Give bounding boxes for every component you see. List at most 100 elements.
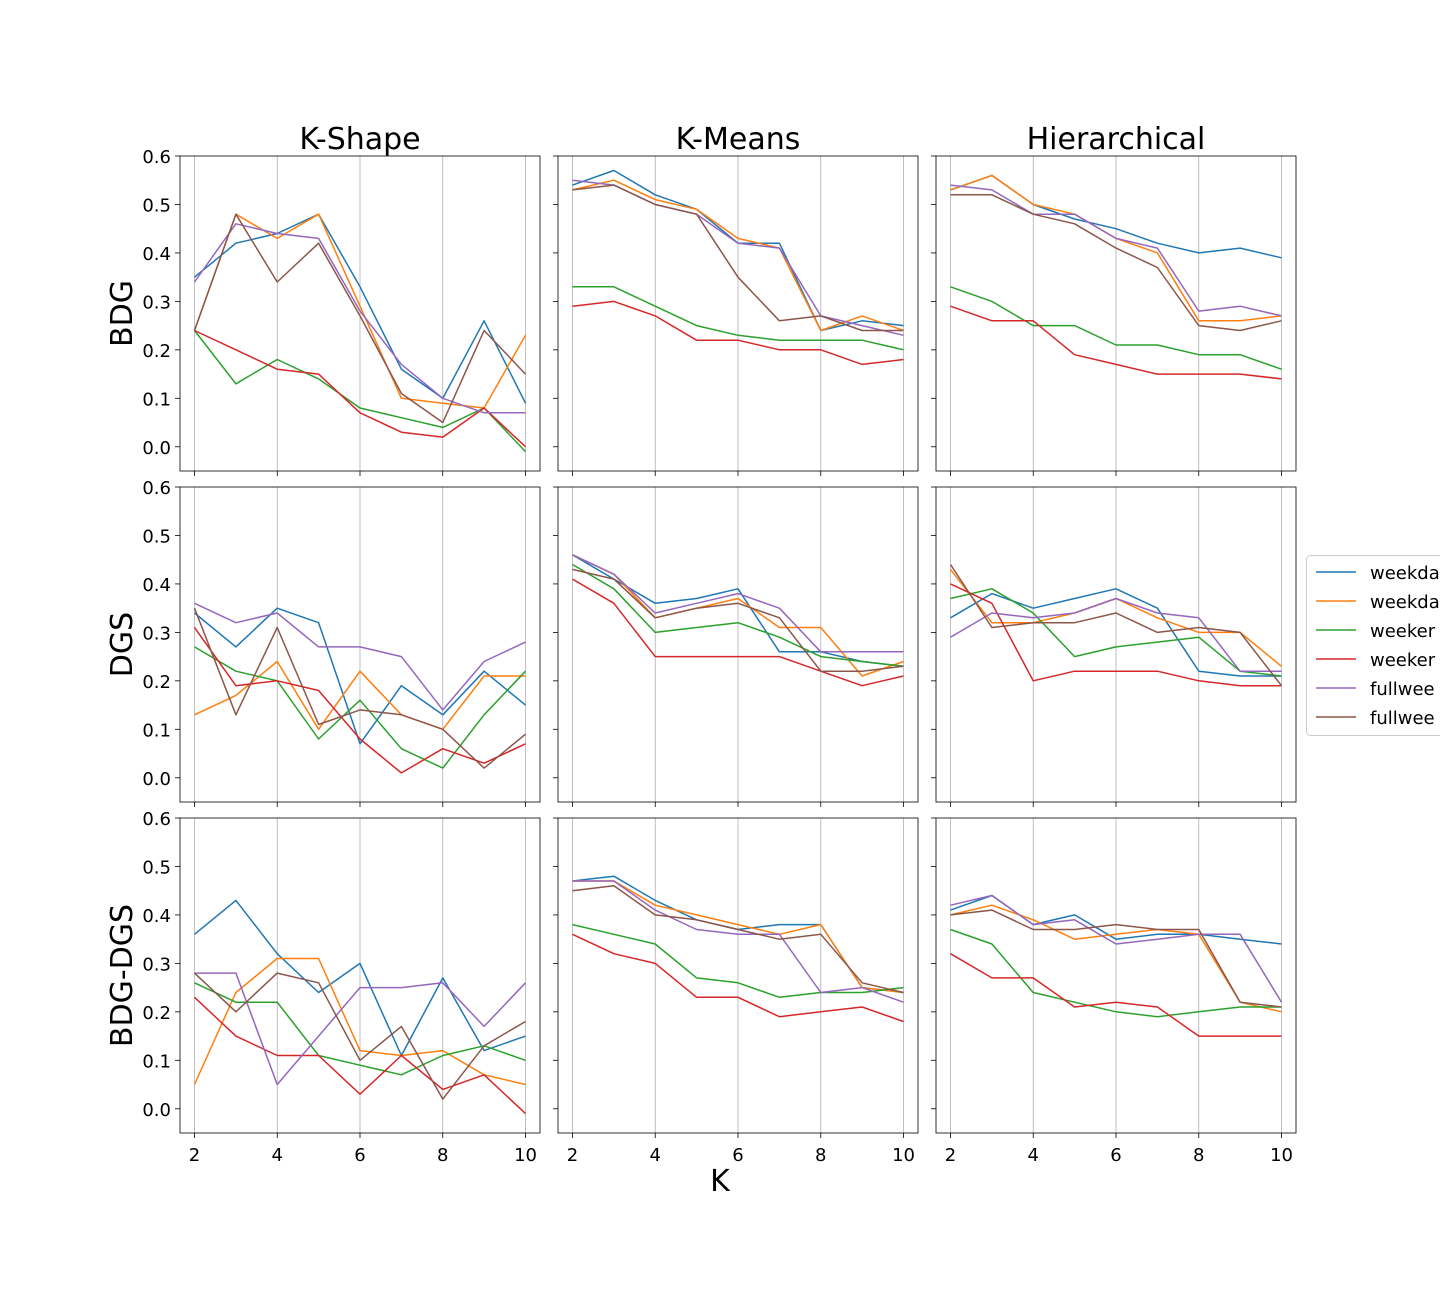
series-line-3 (194, 982, 526, 1076)
y-tick-label: 0.2 (142, 1003, 171, 1024)
subplot-1-2: K-Means (553, 122, 919, 476)
series-line-5 (194, 972, 527, 1086)
x-tick-label: 4 (272, 1145, 283, 1166)
legend-label-1: weekda (1370, 563, 1440, 584)
x-tick-label: 2 (945, 1145, 956, 1166)
series-line-2 (950, 904, 1282, 1013)
x-tick-label: 4 (650, 1145, 661, 1166)
subplot-1-1: 0.0 0.1 0.2 0.3 0.4 0.5 0.6 K-Shape BDG (105, 122, 541, 476)
y-axis-label: BDG (105, 280, 140, 347)
y-tick-label: 0.4 (142, 575, 171, 596)
x-tick-label: 10 (892, 1145, 915, 1166)
x-tick-label: 2 (189, 1145, 200, 1166)
series-line-3 (572, 286, 904, 351)
y-axis-label: DGS (105, 612, 140, 677)
series-line-3 (193, 330, 527, 453)
series-line-4 (572, 300, 904, 366)
series-line-6 (193, 213, 527, 424)
x-tick-label: 8 (815, 1145, 826, 1166)
legend-label-3: weeker (1370, 621, 1436, 642)
subplot-2-2 (553, 486, 919, 807)
series-line-3 (572, 923, 904, 999)
subplot-title: Hierarchical (1027, 122, 1206, 157)
series-line-6 (949, 564, 1283, 687)
legend-label-2: weekda (1370, 592, 1440, 613)
series-line-3 (950, 588, 1282, 677)
subplot-2-3 (931, 486, 1297, 807)
x-tick-label: 4 (1028, 1145, 1039, 1166)
series-line-1 (194, 607, 526, 745)
y-tick-label: 0.6 (142, 478, 171, 499)
series-line-1 (194, 213, 527, 404)
x-tick-label: 8 (437, 1145, 448, 1166)
series-line-5 (194, 602, 526, 711)
y-tick-label: 0.3 (142, 292, 171, 313)
x-tick-label: 6 (1110, 1145, 1121, 1166)
series-line-6 (572, 885, 904, 994)
figure-x-axis-label: K (710, 1164, 731, 1199)
series-line-5 (950, 894, 1283, 1003)
subplot-1-3: Hierarchical (931, 122, 1297, 476)
series-line-1 (194, 899, 526, 1057)
series-line-5 (193, 223, 526, 414)
y-tick-label: 0.3 (142, 623, 171, 644)
y-tick-label: 0.5 (142, 857, 171, 878)
x-tick-label: 10 (1270, 1145, 1293, 1166)
subplot-title: K-Shape (299, 122, 420, 157)
series-line-6 (572, 568, 904, 672)
series-line-4 (950, 583, 1282, 687)
legend-label-5: fullwee (1370, 679, 1435, 700)
y-axis-label: BDG-DGS (105, 904, 140, 1047)
subplot-3-2: 2 4 6 8 10 (553, 817, 919, 1166)
series-line-3 (194, 646, 527, 769)
y-tick-label: 0.1 (142, 720, 171, 741)
x-tick-label: 10 (514, 1145, 537, 1166)
series-line-4 (950, 305, 1282, 380)
subplot-3-3: 2 4 6 8 10 (931, 817, 1297, 1166)
legend: weekda weekda weeker weeker fullwee fullwee (1306, 555, 1440, 736)
y-tick-label: 0.3 (142, 954, 171, 975)
subplot-3-1: 0.0 0.1 0.2 0.3 0.4 0.5 0.6 2 4 6 8 10 BDG-DGS (105, 809, 541, 1166)
y-tick-label: 0.4 (142, 906, 171, 927)
series-line-5 (950, 597, 1282, 672)
y-tick-label: 0.4 (142, 244, 171, 265)
legend-label-6: fullwee (1370, 708, 1435, 729)
x-tick-label: 2 (567, 1145, 578, 1166)
series-line-3 (950, 928, 1282, 1018)
y-tick-label: 0.0 (142, 769, 171, 790)
y-tick-label: 0.1 (142, 1051, 171, 1072)
series-line-4 (194, 329, 527, 448)
series-line-4 (572, 933, 904, 1023)
y-tick-label: 0.0 (142, 1100, 171, 1121)
y-tick-label: 0.0 (142, 438, 171, 459)
series-line-5 (950, 184, 1282, 317)
y-tick-label: 0.2 (142, 672, 171, 693)
series-line-5 (572, 880, 904, 1003)
y-tick-label: 0.1 (142, 389, 171, 410)
subplot-grid: 0.0 0.1 0.2 0.3 0.4 0.5 0.6 K-Shape BDG K-Means Hi… (105, 122, 1297, 1166)
y-tick-label: 0.5 (142, 526, 171, 547)
subplot-title: K-Means (676, 122, 801, 157)
series-line-3 (572, 563, 904, 668)
series-line-2 (572, 179, 904, 332)
series-line-4 (193, 996, 527, 1115)
series-line-6 (572, 184, 904, 332)
series-line-4 (572, 578, 904, 687)
legend-label-4: weeker (1370, 650, 1436, 671)
series-line-1 (950, 588, 1282, 677)
series-line-5 (572, 554, 904, 653)
x-tick-label: 8 (1193, 1145, 1204, 1166)
subplot-2-1: 0.0 0.1 0.2 0.3 0.4 0.5 0.6 DGS (105, 478, 541, 807)
series-line-3 (950, 286, 1282, 370)
y-tick-label: 0.2 (142, 341, 171, 362)
series-line-6 (193, 972, 526, 1100)
series-line-4 (950, 953, 1282, 1037)
x-tick-label: 6 (354, 1145, 365, 1166)
y-tick-label: 0.5 (142, 195, 171, 216)
series-line-2 (193, 957, 526, 1086)
series-line-6 (193, 607, 526, 769)
x-tick-label: 6 (732, 1145, 743, 1166)
series-line-6 (950, 909, 1282, 1008)
series-line-6 (950, 194, 1282, 332)
